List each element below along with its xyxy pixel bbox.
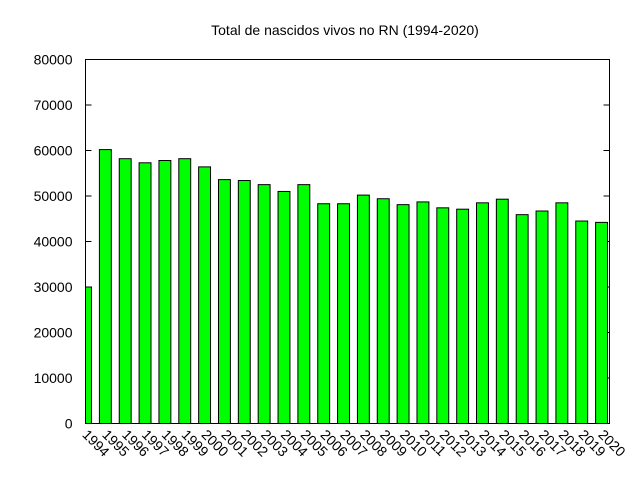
y-tick-label: 30000 [34, 279, 73, 295]
bar-2011 [417, 202, 429, 424]
bar-2004 [278, 191, 290, 423]
y-tick-label: 60000 [34, 143, 73, 159]
bar-1997 [139, 163, 151, 424]
bar-2016 [516, 215, 528, 424]
bar-2001 [218, 180, 230, 424]
y-tick-label: 80000 [34, 52, 73, 68]
bar-2006 [318, 204, 330, 424]
bar-1999 [179, 159, 191, 424]
bar-2012 [437, 208, 449, 424]
bar-2013 [457, 209, 469, 423]
y-tick-label: 50000 [34, 188, 73, 204]
bar-2018 [556, 203, 568, 424]
bar-1995 [99, 150, 111, 424]
bar-2020 [596, 222, 608, 423]
bar-1994 [86, 287, 92, 424]
y-tick-label: 10000 [34, 370, 73, 386]
y-tick-label: 20000 [34, 325, 73, 341]
bar-2000 [199, 167, 211, 424]
bar-2015 [496, 199, 508, 423]
bar-1998 [159, 161, 171, 424]
bars [86, 150, 608, 424]
bar-2017 [536, 211, 548, 423]
y-tick-label: 0 [65, 416, 73, 432]
bar-2005 [298, 185, 310, 424]
bar-2003 [258, 185, 270, 424]
bar-2010 [397, 205, 409, 424]
x-axis: 1994199519961997199819992000200120022003… [79, 426, 629, 459]
bar-1996 [119, 159, 131, 424]
bar-2019 [576, 221, 588, 423]
bar-2014 [477, 203, 489, 424]
y-tick-label: 40000 [34, 234, 73, 250]
y-tick-label: 70000 [34, 97, 73, 113]
chart-title: Total de nascidos vivos no RN (1994-2020… [211, 22, 479, 38]
bar-2007 [338, 204, 350, 424]
bar-2008 [357, 195, 369, 423]
bar-2009 [377, 199, 389, 424]
bar-2002 [238, 181, 250, 424]
